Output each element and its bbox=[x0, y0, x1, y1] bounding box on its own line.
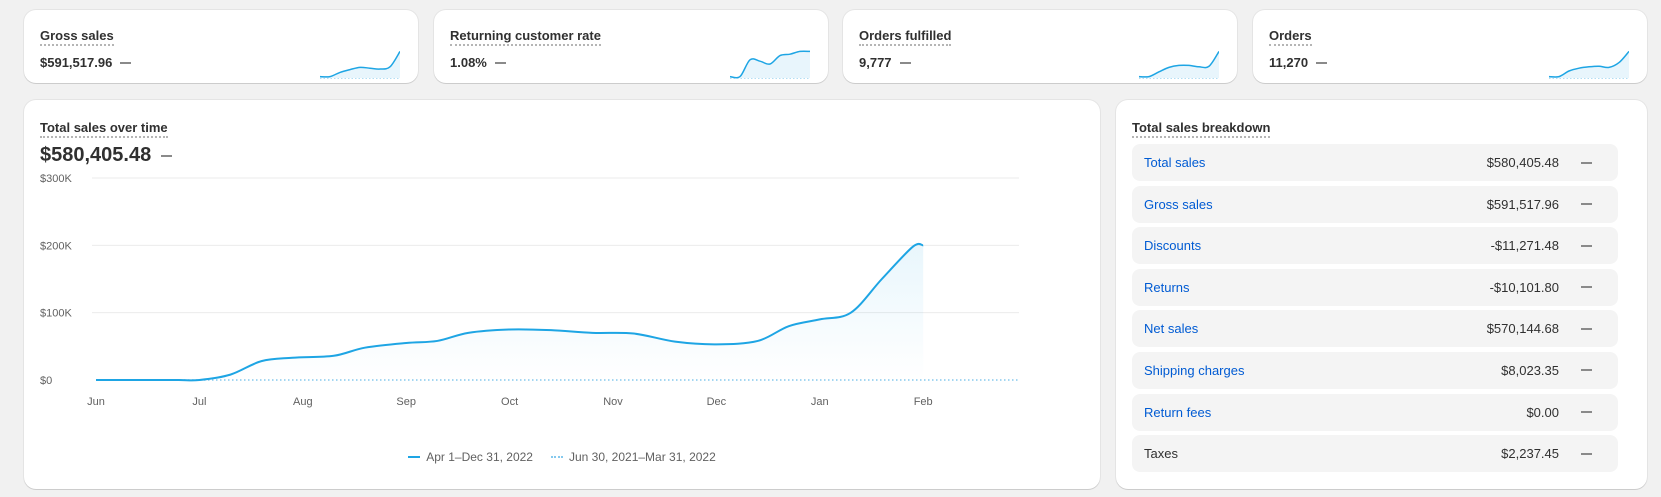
x-tick-label: Oct bbox=[501, 396, 518, 408]
kpi-card-gross-sales[interactable]: Gross sales $591,517.96 bbox=[24, 10, 418, 83]
dash-icon bbox=[1316, 61, 1328, 64]
breakdown-value: $570,144.68 bbox=[1486, 321, 1559, 337]
x-tick-label: Sep bbox=[396, 396, 416, 408]
kpi-value: 1.08% bbox=[450, 55, 487, 70]
breakdown-value: $591,517.96 bbox=[1486, 196, 1559, 212]
dash-icon bbox=[1581, 369, 1592, 372]
sparkline bbox=[320, 50, 400, 79]
sparkline bbox=[1549, 50, 1629, 79]
y-tick-label: $100K bbox=[40, 308, 72, 320]
kpi-title[interactable]: Gross sales bbox=[40, 28, 114, 46]
solid-line-icon bbox=[408, 456, 421, 458]
breakdown-value: $580,405.48 bbox=[1486, 155, 1559, 170]
kpi-card-returning-customer-rate[interactable]: Returning customer rate 1.08% bbox=[434, 10, 828, 83]
dash-icon bbox=[1581, 161, 1592, 164]
kpi-title[interactable]: Orders fulfilled bbox=[859, 28, 952, 46]
sales-over-time-title[interactable]: Total sales over time bbox=[40, 120, 168, 138]
breakdown-label[interactable]: Discounts bbox=[1144, 238, 1202, 254]
breakdown-row-returns[interactable]: Returns -$10,101.80 bbox=[1132, 268, 1618, 306]
legend-item-current[interactable]: Apr 1–Dec 31, 2022 bbox=[408, 450, 533, 464]
breakdown-label[interactable]: Returns bbox=[1144, 279, 1190, 295]
x-tick-label: Jan bbox=[811, 396, 829, 408]
kpi-value: 9,777 bbox=[859, 55, 892, 70]
dotted-line-icon bbox=[550, 456, 563, 458]
spark-line bbox=[320, 50, 400, 78]
x-tick-label: Jun bbox=[87, 396, 105, 408]
spark-line bbox=[1549, 50, 1629, 78]
breakdown-label[interactable]: Net sales bbox=[1144, 321, 1199, 337]
breakdown-row-gross-sales[interactable]: Gross sales $591,517.96 bbox=[1132, 185, 1618, 223]
sparkline bbox=[730, 50, 810, 79]
spark-line bbox=[730, 50, 810, 79]
series-area-current bbox=[96, 243, 924, 381]
breakdown-row-taxes: Taxes $2,237.45 bbox=[1132, 435, 1618, 473]
dash-icon bbox=[494, 61, 506, 64]
breakdown-row-total-sales[interactable]: Total sales $580,405.48 bbox=[1132, 144, 1618, 181]
series-line-current bbox=[96, 242, 924, 382]
breakdown-title[interactable]: Total sales breakdown bbox=[1132, 120, 1271, 138]
legend-label: Jun 30, 2021–Mar 31, 2022 bbox=[568, 450, 716, 464]
x-tick-label: Dec bbox=[707, 396, 727, 408]
dash-icon bbox=[1581, 286, 1592, 289]
breakdown-value: -$11,271.48 bbox=[1490, 238, 1559, 254]
dash-icon bbox=[1581, 327, 1592, 330]
sales-over-time-card: Total sales over time $580,405.48 $0 $100… bbox=[24, 100, 1100, 489]
y-tick-label: $0 bbox=[40, 375, 52, 387]
breakdown-label[interactable]: Shipping charges bbox=[1144, 362, 1245, 378]
sales-line-chart: $0 $100K $200K $300K Jun Jul Aug Sep Oct Nov Dec Ja… bbox=[40, 173, 1019, 408]
breakdown-label[interactable]: Total sales bbox=[1144, 155, 1206, 170]
breakdown-row-return-fees[interactable]: Return fees $0.00 bbox=[1132, 393, 1618, 431]
breakdown-row-shipping-charges[interactable]: Shipping charges $8,023.35 bbox=[1132, 351, 1618, 389]
breakdown-label: Taxes bbox=[1144, 446, 1178, 462]
x-tick-label: Feb bbox=[914, 396, 933, 408]
dash-icon bbox=[1581, 452, 1592, 455]
x-tick-label: Jul bbox=[192, 396, 206, 408]
x-tick-label: Aug bbox=[293, 396, 313, 408]
kpi-value: 11,270 bbox=[1269, 55, 1309, 70]
dash-icon bbox=[161, 154, 173, 157]
kpi-title[interactable]: Returning customer rate bbox=[450, 28, 601, 46]
legend-item-previous[interactable]: Jun 30, 2021–Mar 31, 2022 bbox=[550, 450, 716, 464]
spark-area bbox=[320, 51, 400, 78]
dash-icon bbox=[120, 61, 132, 64]
breakdown-label[interactable]: Return fees bbox=[1144, 404, 1212, 420]
breakdown-row-discounts[interactable]: Discounts -$11,271.48 bbox=[1132, 227, 1618, 265]
sales-breakdown-card: Total sales breakdown Total sales $580,40… bbox=[1116, 100, 1647, 489]
kpi-value: $591,517.96 bbox=[40, 55, 113, 70]
kpi-card-orders-fulfilled[interactable]: Orders fulfilled 9,777 bbox=[843, 10, 1237, 83]
breakdown-label[interactable]: Gross sales bbox=[1144, 196, 1213, 212]
dash-icon bbox=[1581, 411, 1592, 414]
breakdown-list: Total sales $580,405.48 Gross sales $591,5… bbox=[1132, 144, 1618, 477]
kpi-title[interactable]: Orders bbox=[1269, 28, 1312, 46]
x-tick-label: Nov bbox=[603, 396, 623, 408]
breakdown-row-net-sales[interactable]: Net sales $570,144.68 bbox=[1132, 310, 1618, 348]
chart-legend: Apr 1–Dec 31, 2022 Jun 30, 2021–Mar 31, … bbox=[24, 450, 1100, 464]
kpi-card-orders[interactable]: Orders 11,270 bbox=[1253, 10, 1647, 83]
total-sales-value: $580,405.48 bbox=[40, 144, 152, 166]
y-tick-label: $200K bbox=[40, 240, 72, 252]
breakdown-value: $2,237.45 bbox=[1501, 446, 1559, 462]
dash-icon bbox=[899, 61, 911, 64]
sparkline bbox=[1139, 50, 1219, 79]
spark-line bbox=[1139, 50, 1219, 78]
breakdown-value: $8,023.35 bbox=[1501, 362, 1559, 378]
y-tick-label: $300K bbox=[40, 173, 72, 185]
breakdown-value: -$10,101.80 bbox=[1489, 279, 1559, 295]
breakdown-value: $0.00 bbox=[1526, 404, 1559, 420]
spark-area bbox=[1139, 51, 1219, 78]
dash-icon bbox=[1581, 244, 1592, 247]
dash-icon bbox=[1581, 203, 1592, 206]
legend-label: Apr 1–Dec 31, 2022 bbox=[426, 450, 533, 464]
